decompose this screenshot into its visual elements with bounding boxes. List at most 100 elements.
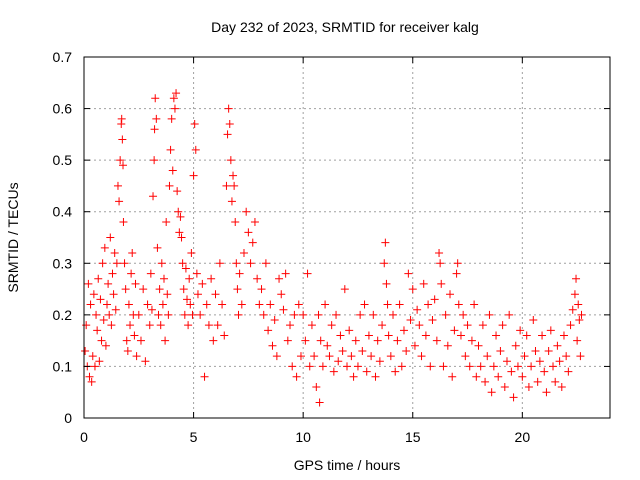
y-tick-label: 0.4 [53,204,73,220]
data-point [314,310,323,319]
data-point [230,181,239,190]
data-point [551,377,560,386]
data-points [81,89,586,407]
data-point [165,181,174,190]
data-point [338,346,347,355]
data-point [81,346,90,355]
data-point [248,238,257,247]
y-tick-label: 0.2 [53,307,73,323]
data-point [268,341,277,350]
data-point [496,346,505,355]
data-point [112,259,121,268]
data-point [343,362,351,371]
data-point [193,290,202,299]
data-point [294,300,303,309]
data-point [131,279,140,288]
data-point [124,300,133,309]
data-point [529,316,538,325]
data-point [349,372,358,381]
data-point [213,321,222,330]
data-point [566,321,575,330]
data-point [200,372,209,381]
data-point [229,171,238,180]
data-point [520,352,529,361]
data-point [233,285,242,294]
data-point [85,372,94,381]
data-point [373,336,382,345]
data-point [176,212,185,221]
data-point [141,357,150,366]
y-axis-label: SRMTID / TECUs [5,182,21,292]
data-point [166,145,175,154]
data-point [218,300,227,309]
data-point [100,243,109,252]
data-point [329,367,338,376]
data-point [332,310,341,319]
data-point [152,114,161,123]
data-point [492,331,501,340]
x-tick-label: 5 [190,429,198,445]
y-tick-label: 0.3 [53,255,73,271]
data-point [312,383,321,392]
x-tick-label: 0 [80,429,88,445]
data-point [189,171,198,180]
data-point [93,326,102,335]
data-point [478,321,487,330]
data-point [439,362,448,371]
data-point [120,259,129,268]
data-point [316,336,325,345]
data-point [301,336,310,345]
data-point [527,362,536,371]
data-point [502,357,511,366]
x-tick-label: 10 [295,429,311,445]
y-tick-label: 0 [64,410,72,426]
data-point [149,192,158,201]
data-point [132,352,141,361]
data-point [283,336,292,345]
data-point [286,321,295,330]
data-point [255,300,264,309]
data-point [417,352,426,361]
data-point [150,156,159,165]
data-point [109,290,118,299]
data-point [463,321,472,330]
data-point [153,243,162,252]
data-point [572,274,581,283]
data-point [87,377,96,386]
data-point [220,331,229,340]
data-point [347,352,356,361]
data-point [155,285,164,294]
data-point [180,310,189,319]
data-point [292,372,301,381]
data-point [522,331,531,340]
data-point [154,310,163,319]
data-point [340,285,349,294]
data-point [410,341,419,350]
data-point [476,362,485,371]
data-point [266,300,275,309]
data-point [474,341,483,350]
data-point [92,310,101,319]
data-point [167,114,176,123]
data-point [130,331,139,340]
data-point [106,233,115,242]
data-point [441,310,450,319]
data-point [303,269,312,278]
data-point [358,346,367,355]
data-point [88,352,97,361]
data-point [531,346,540,355]
data-point [175,228,184,237]
data-point [204,321,213,330]
data-point [380,259,389,268]
data-point [136,336,145,345]
data-point [231,218,240,227]
data-point [143,300,152,309]
data-point [500,383,509,392]
data-point [139,285,148,294]
data-point [408,285,417,294]
data-point [404,269,413,278]
data-point [570,290,579,299]
data-point [101,341,110,350]
data-point [553,341,562,350]
